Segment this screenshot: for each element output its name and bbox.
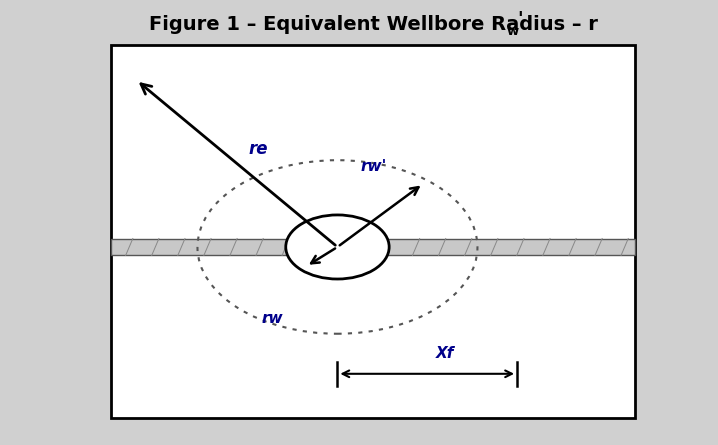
- Bar: [111, 239, 635, 255]
- Text: w: w: [506, 25, 518, 38]
- Text: Xf: Xf: [436, 346, 454, 361]
- Text: Figure 1 – Equivalent Wellbore Radius – r: Figure 1 – Equivalent Wellbore Radius – …: [149, 15, 598, 34]
- Text: rw': rw': [360, 159, 386, 174]
- Text: ': ': [517, 10, 523, 28]
- Circle shape: [286, 215, 389, 279]
- Text: rw: rw: [262, 311, 284, 326]
- Bar: [111, 44, 635, 418]
- Text: re: re: [248, 140, 269, 158]
